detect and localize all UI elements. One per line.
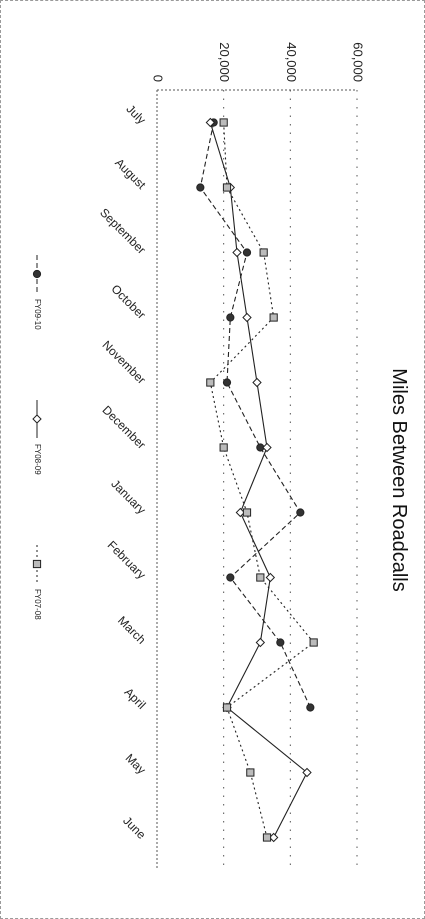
data-point (306, 703, 315, 712)
series-line (199, 122, 311, 708)
legend-entry: FY09-10 (33, 255, 42, 330)
data-point (252, 377, 262, 388)
legend-label: FY09-10 (33, 299, 42, 330)
data-point (262, 442, 272, 453)
data-point (296, 508, 305, 517)
data-point (222, 703, 232, 712)
legend-marker (32, 269, 42, 279)
legend-marker (32, 559, 42, 569)
data-point (205, 117, 216, 128)
data-point (219, 443, 228, 452)
legend-label: FY08-09 (33, 444, 42, 475)
data-point (309, 638, 318, 647)
legend-marker (32, 414, 42, 424)
data-point (302, 767, 312, 778)
labels-layer: 0 20,000 40,000 60,000 July August September Oc… (97, 42, 365, 842)
data-point (242, 508, 252, 517)
data-point (222, 183, 232, 192)
y-tick-label: 0 (151, 75, 166, 82)
x-tick-label: August (112, 156, 149, 193)
series-fy08-09 (205, 117, 312, 843)
data-point (206, 378, 215, 387)
legend-label: FY07-08 (33, 589, 42, 620)
data-point (232, 247, 242, 258)
data-point (242, 312, 252, 323)
data-point (246, 768, 255, 777)
series-layer (196, 117, 318, 843)
axes (156, 89, 357, 870)
x-tick-label: October (108, 282, 148, 322)
legend-entry: FY07-08 (33, 545, 42, 620)
data-point (265, 572, 276, 583)
y-tick-label: 40,000 (284, 42, 299, 82)
data-point (226, 573, 235, 582)
gridlines (223, 90, 358, 870)
data-point (196, 183, 205, 192)
x-tick-label: April (122, 685, 149, 712)
legend-entry: FY08-09 (32, 400, 42, 475)
x-tick-label: November (99, 338, 148, 387)
y-tick-label: 20,000 (217, 42, 232, 82)
data-point (235, 507, 246, 518)
x-tick-label: May (123, 751, 149, 777)
series-line (209, 122, 315, 838)
data-point (255, 637, 266, 648)
series-fy07-08 (206, 118, 318, 842)
data-point (259, 248, 268, 257)
data-point (262, 833, 272, 842)
data-point (219, 118, 228, 127)
x-tick-label: March (115, 613, 148, 646)
x-tick-label: September (97, 205, 148, 256)
data-point (276, 638, 285, 647)
y-tick-label: 60,000 (351, 42, 366, 82)
x-tick-label: January (108, 477, 148, 517)
series-fy09-10 (196, 118, 315, 712)
x-tick-label: February (105, 538, 149, 582)
data-point (269, 313, 278, 322)
legend: FY09-10 FY08-09 FY07-08 (32, 255, 42, 620)
chart-title: Miles Between Roadcalls (388, 368, 410, 591)
series-line (209, 122, 308, 838)
data-point (226, 313, 235, 322)
data-point (242, 248, 252, 257)
data-point (256, 573, 265, 582)
x-tick-label: June (120, 814, 149, 843)
x-tick-label: December (99, 403, 148, 452)
x-tick-label: July (124, 102, 149, 127)
data-point (222, 378, 232, 387)
